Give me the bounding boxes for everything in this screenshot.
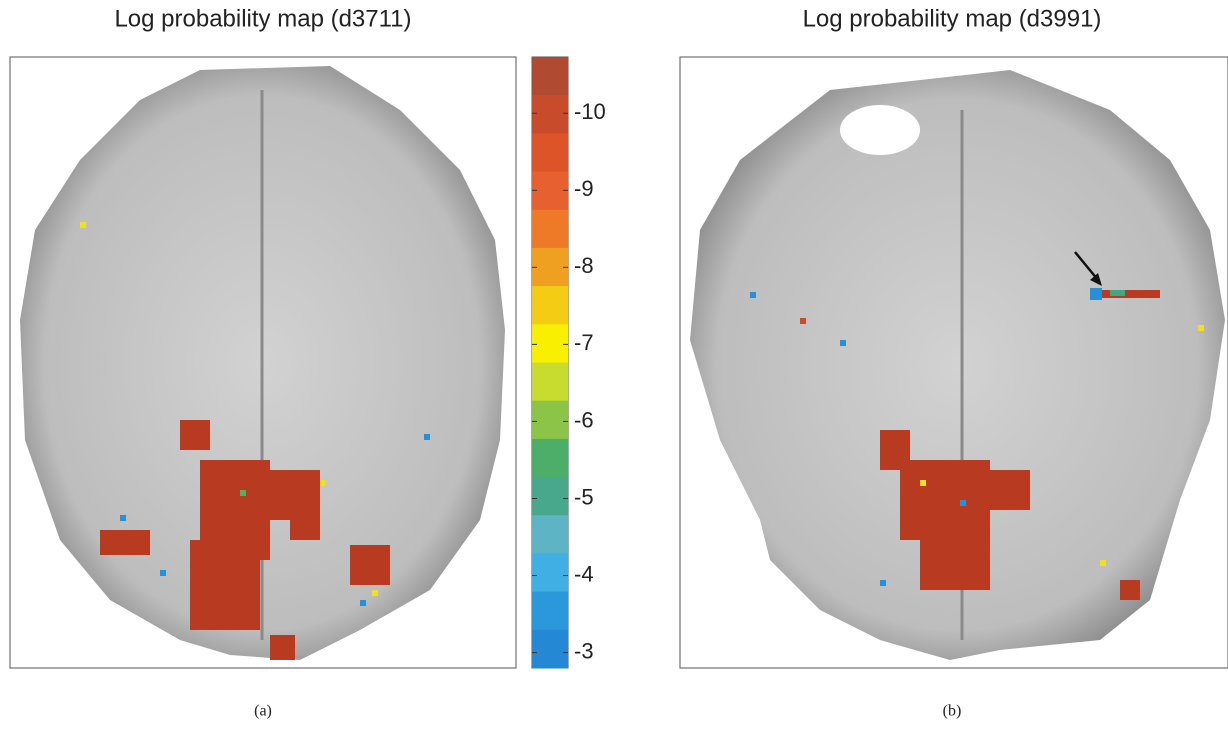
colorbar: -10 -9 -8 -7 -6 -5 -4 -3 xyxy=(532,57,606,669)
tick-label: -10 xyxy=(574,99,606,124)
tick-label: -8 xyxy=(574,253,594,278)
tick-label: -3 xyxy=(574,638,594,663)
colorbar-band xyxy=(532,247,568,287)
activation-dots xyxy=(80,222,430,606)
colorbar-band xyxy=(532,515,568,554)
tick-label: -9 xyxy=(574,176,594,201)
colorbar-band xyxy=(532,629,568,669)
caption: (b) xyxy=(943,703,962,720)
colorbar-band xyxy=(532,133,568,173)
colorbar-band xyxy=(532,400,568,440)
panel-title: Log probability map (d3711) xyxy=(114,5,411,32)
colorbar-band xyxy=(532,362,568,402)
colorbar-band xyxy=(532,171,568,211)
arrow xyxy=(1074,251,1099,281)
tick-label: -5 xyxy=(574,484,594,509)
arrow-head xyxy=(1090,273,1102,286)
activation xyxy=(880,290,1160,600)
colorbar-band xyxy=(532,324,568,363)
brain-slice xyxy=(690,70,1225,660)
colorbar-band xyxy=(532,438,568,478)
caption: (a) xyxy=(254,703,272,720)
tick-label: -7 xyxy=(574,330,594,355)
artifact xyxy=(840,105,920,155)
colorbar-band xyxy=(532,591,568,631)
colorbar-band xyxy=(532,57,568,96)
colorbar-band xyxy=(532,286,568,325)
panel-title: Log probability map (d3991) xyxy=(803,5,1102,32)
colorbar-band xyxy=(532,553,568,593)
activation xyxy=(100,420,390,660)
colorbar-band xyxy=(532,95,568,134)
colorbar-band xyxy=(532,209,568,249)
tick-label: -4 xyxy=(574,561,594,586)
activation-dots xyxy=(750,288,1204,586)
colorbar-band xyxy=(532,477,568,516)
tick-label: -6 xyxy=(574,407,594,432)
